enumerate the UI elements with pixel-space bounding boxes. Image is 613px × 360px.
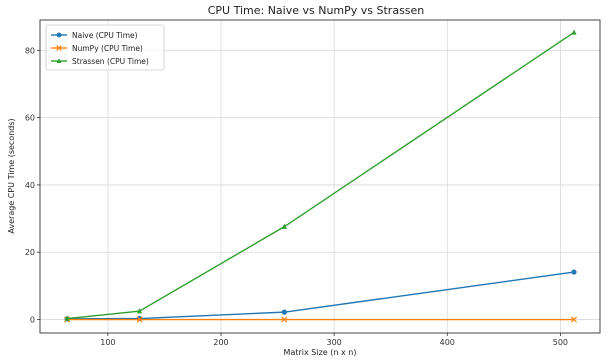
- y-axis-label: Average CPU Time (seconds): [7, 118, 16, 233]
- legend-box: [45, 24, 165, 71]
- series-1: [64, 269, 577, 322]
- legend-label: NumPy (CPU Time): [72, 44, 143, 53]
- y-tick-label: 60: [25, 114, 35, 123]
- legend-label: Strassen (CPU Time): [72, 57, 149, 66]
- y-tick-label: 40: [25, 181, 35, 190]
- y-tick-label: 20: [25, 248, 35, 257]
- data-point-circle: [571, 269, 577, 275]
- chart-title: CPU Time: Naive vs NumPy vs Strassen: [208, 4, 425, 17]
- legend-label: Naive (CPU Time): [72, 31, 138, 40]
- data-point-x: [136, 316, 143, 323]
- data-point-circle: [56, 32, 62, 38]
- data-point-x: [570, 316, 578, 323]
- x-tick-label: 200: [213, 338, 228, 347]
- series-layer: [64, 29, 578, 323]
- data-point-triangle: [571, 29, 577, 35]
- data-point-triangle: [64, 315, 70, 321]
- legend-entry: NumPy (CPU Time): [51, 44, 143, 53]
- x-tick-label: 300: [327, 338, 342, 347]
- plot-frame: [39, 19, 601, 334]
- series-line: [67, 271, 575, 320]
- data-point-circle: [281, 309, 287, 315]
- x-tick-label: 500: [553, 338, 568, 347]
- y-tick-label: 0: [30, 316, 35, 325]
- x-tick-label: 100: [100, 338, 115, 347]
- series-line: [67, 31, 575, 320]
- axis-ticks: 100 200 300 400 500 0 20 40 60 80: [25, 46, 568, 347]
- legend-entry: Naive (CPU Time): [51, 31, 138, 40]
- data-point-x: [56, 45, 62, 51]
- y-tick-label: 80: [25, 46, 35, 55]
- data-point-x: [281, 316, 288, 323]
- legend: Naive (CPU Time) NumPy (CPU Time) Strassen…: [45, 24, 165, 71]
- x-tick-label: 400: [440, 338, 455, 347]
- data-point-triangle: [281, 223, 287, 229]
- legend-entry: Strassen (CPU Time): [51, 57, 149, 66]
- series-3: [64, 29, 577, 321]
- x-axis-label: Matrix Size (n x n): [284, 348, 357, 357]
- data-point-triangle: [56, 58, 62, 64]
- data-point-triangle: [136, 308, 143, 314]
- series-2: [64, 316, 578, 323]
